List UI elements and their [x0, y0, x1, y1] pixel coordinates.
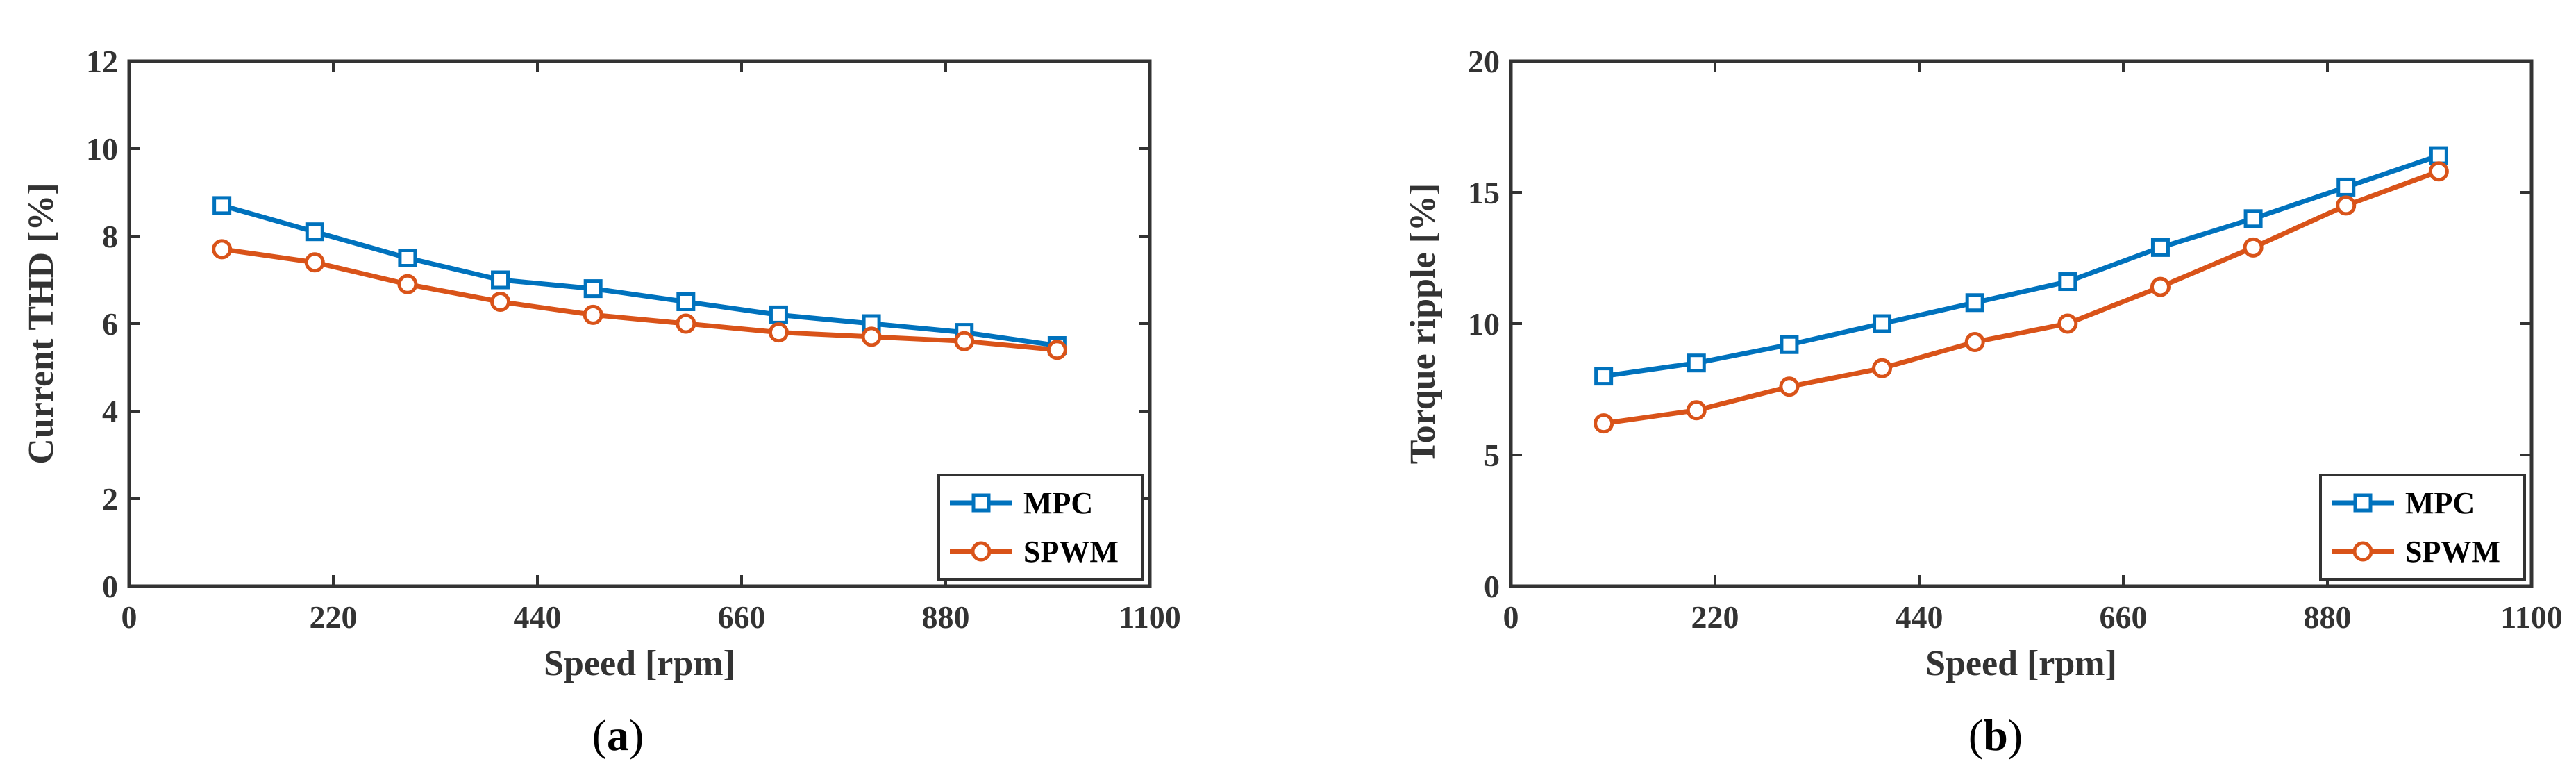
legend: MPC SPWM [2319, 474, 2526, 581]
y-tick-label: 5 [1484, 438, 1500, 473]
y-tick-label: 8 [102, 219, 118, 254]
data-point-spwm [2243, 237, 2264, 258]
x-tick-label: 440 [1896, 599, 1943, 635]
y-tick-label: 0 [102, 569, 118, 604]
caption-paren-close: ) [629, 710, 644, 760]
data-point-mpc [1965, 293, 1984, 313]
y-tick-label: 0 [1484, 569, 1500, 604]
legend-label-spwm: SPWM [2405, 535, 2500, 569]
series-line-spwm [221, 247, 1057, 353]
data-point-spwm [768, 322, 789, 343]
y-tick-label: 10 [86, 131, 118, 167]
y-axis-label: Current THD [%] [22, 183, 61, 464]
y-tick-label: 12 [86, 44, 118, 79]
x-tick-label: 1100 [1119, 599, 1180, 635]
data-point-spwm [1779, 376, 1800, 397]
data-point-mpc [491, 270, 510, 290]
data-point-mpc [1594, 367, 1614, 386]
caption-paren-open: ( [1968, 710, 1983, 760]
data-point-spwm [490, 292, 511, 312]
caption-letter: b [1983, 710, 2008, 760]
caption-paren-close: ) [2008, 710, 2023, 760]
x-tick-label: 0 [1503, 599, 1519, 635]
panel-caption: (a) [592, 710, 644, 760]
data-point-spwm [1594, 413, 1614, 434]
x-axis-label: Speed [rpm] [544, 644, 735, 683]
data-point-spwm [1964, 331, 1985, 352]
data-point-spwm [304, 252, 325, 273]
y-tick-label: 6 [102, 306, 118, 342]
data-point-spwm [2150, 276, 2171, 297]
legend-marker-spwm [2352, 541, 2373, 562]
data-point-mpc [212, 196, 232, 215]
x-axis-label: Speed [rpm] [1925, 644, 2117, 683]
legend-label-mpc: MPC [2405, 486, 2475, 520]
caption-letter: a [607, 710, 629, 760]
caption-paren-open: ( [592, 710, 607, 760]
data-point-mpc [1780, 335, 1799, 354]
legend-box [2319, 474, 2526, 581]
x-tick-label: 880 [922, 599, 970, 635]
data-point-spwm [2336, 195, 2357, 216]
x-tick-label: 220 [310, 599, 358, 635]
data-point-mpc [305, 222, 324, 242]
x-tick-label: 440 [514, 599, 562, 635]
data-point-mpc [2336, 177, 2356, 197]
data-point-spwm [1686, 400, 1707, 421]
data-point-spwm [397, 274, 418, 294]
x-tick-label: 660 [718, 599, 766, 635]
data-point-mpc [1873, 314, 1892, 333]
x-tick-label: 220 [1691, 599, 1739, 635]
data-point-mpc [2429, 146, 2448, 165]
data-point-mpc [2058, 272, 2077, 292]
data-point-mpc [2150, 238, 2170, 257]
data-point-mpc [583, 279, 603, 299]
y-axis-label: Torque ripple [%] [1403, 183, 1443, 465]
y-tick-label: 2 [102, 481, 118, 517]
y-tick-label: 4 [102, 394, 118, 429]
x-tick-label: 660 [2100, 599, 2148, 635]
x-tick-label: 1100 [2500, 599, 2562, 635]
legend-label-mpc: MPC [1023, 486, 1093, 520]
data-point-spwm [676, 313, 696, 334]
x-tick-label: 880 [2304, 599, 2352, 635]
legend: MPC SPWM [937, 474, 1144, 581]
data-point-mpc [676, 292, 696, 311]
data-point-spwm [2057, 313, 2078, 334]
data-point-spwm [1046, 340, 1067, 360]
data-point-spwm [861, 326, 882, 347]
panel-caption: (b) [1968, 710, 2023, 760]
series-line-mpc [221, 203, 1057, 348]
legend-box [937, 474, 1144, 581]
data-point-mpc [769, 305, 788, 324]
data-point-spwm [2428, 161, 2449, 182]
legend-marker-spwm [971, 541, 992, 562]
series-line-mpc [1603, 153, 2440, 379]
legend-label-spwm: SPWM [1023, 535, 1119, 569]
y-tick-label: 10 [1468, 306, 1500, 342]
x-tick-label: 0 [122, 599, 137, 635]
data-point-spwm [212, 239, 233, 260]
legend-marker-mpc [2353, 493, 2373, 513]
data-point-spwm [1872, 358, 1893, 378]
chart-panel-b: 0 220 440 660 880 1100 0 5 10 15 20 Speed [rpm] Torq… [1403, 44, 2563, 760]
data-point-mpc [398, 249, 417, 267]
y-tick-label: 15 [1468, 175, 1500, 210]
data-point-spwm [954, 331, 975, 351]
y-tick-label: 20 [1468, 44, 1500, 79]
legend-marker-mpc [971, 493, 991, 513]
chart-panel-a: 0 220 440 660 880 1100 0 2 4 6 8 10 12 Speed [rpm] Cur… [22, 44, 1181, 760]
data-point-spwm [583, 304, 603, 325]
data-point-mpc [1687, 353, 1706, 373]
data-point-mpc [2243, 209, 2263, 228]
series-line-spwm [1603, 169, 2440, 426]
